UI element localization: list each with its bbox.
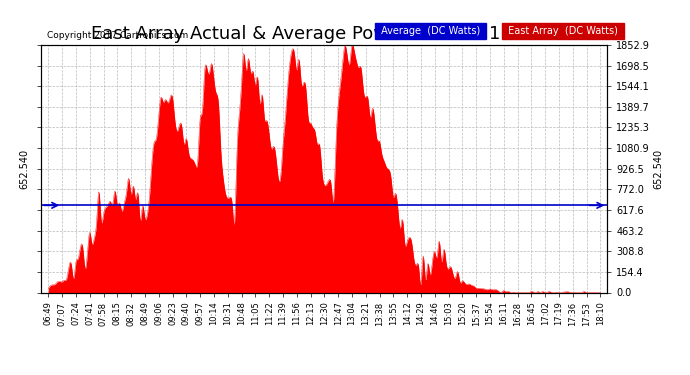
Text: Average  (DC Watts): Average (DC Watts) [378, 26, 484, 36]
Title: East Array Actual & Average Power Sun Oct 1 18:26: East Array Actual & Average Power Sun Oc… [91, 26, 558, 44]
Text: East Array  (DC Watts): East Array (DC Watts) [505, 26, 622, 36]
Y-axis label: 652.540: 652.540 [19, 149, 30, 189]
Y-axis label: 652.540: 652.540 [653, 149, 663, 189]
Text: Copyright 2017 Cartronics.com: Copyright 2017 Cartronics.com [47, 31, 188, 40]
